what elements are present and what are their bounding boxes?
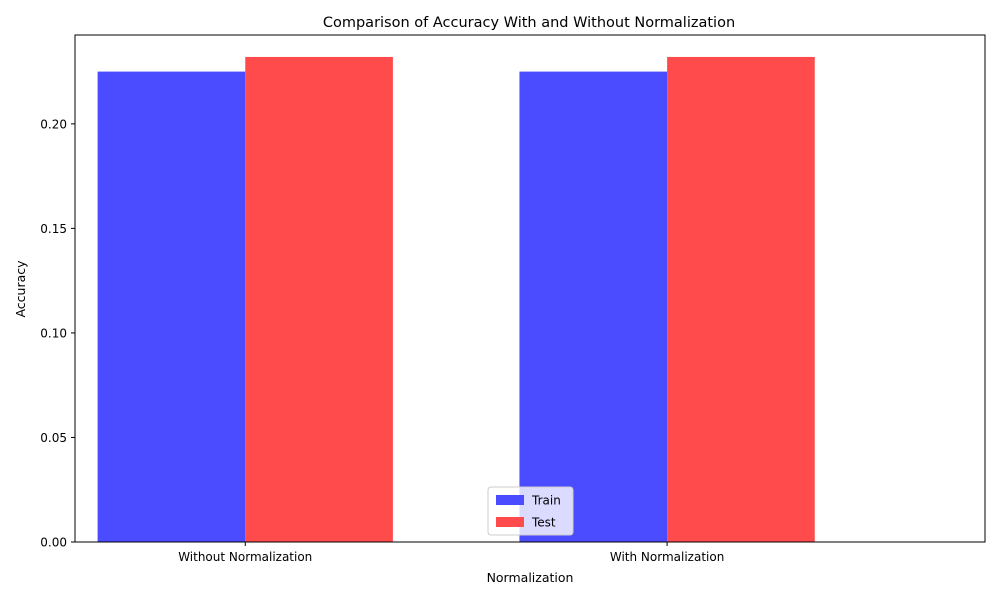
bar-test-1 (667, 56, 815, 542)
x-axis: Without Normalization With Normalization (178, 542, 724, 564)
x-tick-label: Without Normalization (178, 550, 312, 564)
legend-swatch-test (496, 517, 524, 527)
legend-label-train: Train (531, 494, 561, 508)
legend-label-test: Test (531, 516, 556, 530)
bar-test-0 (245, 56, 393, 542)
legend-swatch-train (496, 495, 524, 505)
y-tick-label: 0.15 (40, 222, 67, 236)
y-tick-label: 0.05 (40, 431, 67, 445)
y-tick-label: 0.00 (40, 536, 67, 550)
bars-group (97, 56, 815, 542)
x-tick-label: With Normalization (610, 550, 724, 564)
bar-train-1 (519, 71, 668, 542)
y-axis: 0.00 0.05 0.10 0.15 0.20 (40, 117, 75, 550)
plot-frame (74, 34, 986, 543)
y-tick-label: 0.20 (40, 117, 67, 131)
y-axis-label: Accuracy (13, 260, 28, 318)
legend: Train Test (487, 486, 574, 536)
bar-train-0 (97, 71, 246, 542)
x-axis-label: Normalization (487, 570, 574, 585)
y-tick-label: 0.10 (40, 326, 67, 340)
chart-title: Comparison of Accuracy With and Without … (323, 15, 735, 31)
